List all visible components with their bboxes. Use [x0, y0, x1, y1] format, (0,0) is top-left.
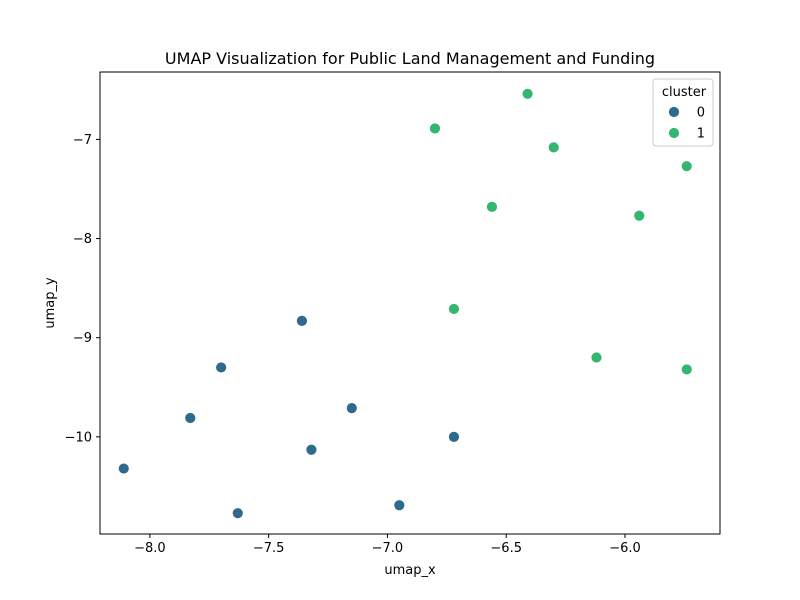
data-point-cluster-1 [429, 122, 441, 135]
data-point-cluster-0 [393, 499, 406, 512]
legend-entries: 01 [668, 106, 705, 142]
x-axis-label: umap_x [384, 563, 436, 578]
data-point-cluster-0 [215, 361, 228, 374]
y-axis-label: umap_y [43, 277, 58, 329]
data-point-cluster-1 [633, 209, 646, 222]
legend-marker [668, 127, 680, 139]
y-tick-label: −9 [73, 331, 92, 346]
x-axis: −8.0 −7.5 −7.0 −6.5 −6.0 [134, 534, 641, 556]
data-point-cluster-1 [547, 141, 560, 154]
plot-area [99, 71, 721, 535]
data-point-cluster-1 [590, 351, 603, 364]
data-points [117, 87, 693, 520]
x-tick-label: −7.0 [372, 541, 404, 556]
chart-title: UMAP Visualization for Public Land Manag… [165, 49, 655, 68]
legend-box [652, 78, 714, 147]
data-point-cluster-1 [521, 87, 534, 100]
x-tick-label: −8.0 [134, 541, 166, 556]
data-point-cluster-1 [680, 160, 693, 173]
data-point-cluster-1 [680, 363, 693, 376]
y-tick-label: −7 [73, 133, 92, 148]
x-tick-label: −6.5 [490, 541, 522, 556]
data-point-cluster-0 [296, 314, 308, 327]
data-point-cluster-1 [486, 200, 498, 213]
data-point-cluster-0 [345, 402, 358, 414]
data-point-cluster-0 [448, 430, 460, 443]
data-point-cluster-0 [231, 507, 244, 520]
data-point-cluster-1 [448, 303, 460, 315]
x-tick-label: −6.0 [609, 541, 641, 556]
y-tick-label: −8 [73, 232, 92, 247]
legend: cluster 01 [652, 78, 714, 147]
legend-title: cluster [662, 85, 707, 100]
data-point-cluster-0 [184, 412, 197, 424]
legend-marker [668, 106, 680, 118]
data-point-cluster-0 [305, 443, 318, 456]
legend-label: 1 [697, 127, 705, 142]
legend-label: 0 [697, 106, 705, 121]
data-point-cluster-0 [117, 462, 130, 475]
y-axis: −7 −8 −9 −10 [65, 133, 100, 445]
x-tick-label: −7.5 [253, 541, 285, 556]
y-tick-label: −10 [65, 430, 92, 445]
